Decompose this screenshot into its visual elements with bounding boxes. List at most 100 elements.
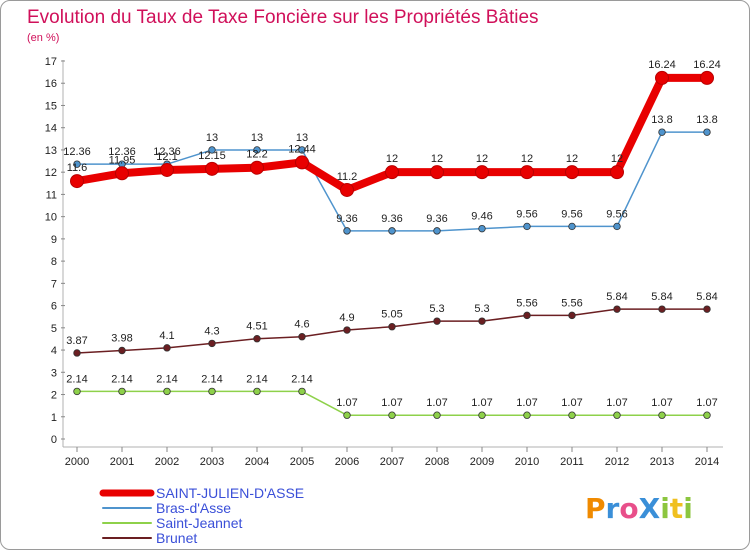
logo-letter: P [585, 492, 606, 525]
x-tick-label: 2011 [560, 456, 584, 468]
data-point [343, 411, 351, 419]
x-tick-label: 2002 [155, 456, 179, 468]
data-point [205, 161, 219, 176]
data-point [523, 311, 531, 320]
data-label: 12.44 [288, 143, 316, 155]
data-label: 9.56 [516, 208, 537, 220]
legend-item: Brunet [102, 530, 197, 546]
data-point [253, 146, 261, 154]
chart-subtitle: (en %) [27, 32, 59, 44]
data-label: 5.56 [516, 297, 537, 309]
data-label: 13 [206, 132, 218, 144]
x-tick-label: 2003 [200, 456, 224, 468]
data-label: 16.24 [693, 59, 721, 71]
data-label: 4.3 [204, 325, 219, 337]
data-label: 1.07 [426, 397, 447, 409]
data-point [163, 387, 171, 396]
data-label: 12 [566, 153, 578, 165]
data-point [250, 160, 264, 175]
data-label: 12 [611, 153, 623, 165]
data-point [385, 165, 399, 180]
y-tick-label: 13 [45, 145, 57, 157]
y-tick-label: 9 [51, 234, 57, 246]
logo-letter: i [683, 492, 693, 525]
legend-item: SAINT-JULIEN-D'ASSE [99, 485, 304, 501]
data-point [208, 339, 216, 348]
data-point [523, 411, 531, 419]
data-point [523, 222, 531, 231]
data-label: 12.1 [156, 151, 177, 163]
data-point [658, 128, 666, 136]
logo-text: ProXiti [585, 492, 693, 525]
data-point [433, 411, 441, 419]
y-tick-label: 6 [51, 301, 57, 313]
data-label: 1.07 [381, 397, 402, 409]
legend-label: Bras-d'Asse [156, 500, 231, 516]
data-label: 16.24 [648, 59, 676, 71]
data-point [433, 317, 441, 325]
data-label: 12.36 [153, 146, 181, 158]
data-point [208, 146, 216, 154]
data-point [478, 317, 486, 325]
data-point [703, 128, 711, 136]
y-tick-label: 8 [51, 256, 57, 268]
logo-letter: r [606, 492, 620, 525]
x-tick-label: 2013 [650, 456, 674, 468]
data-point [388, 411, 396, 419]
data-label: 5.05 [381, 309, 402, 321]
data-label: 13.8 [651, 114, 672, 126]
x-tick-label: 2000 [65, 456, 89, 468]
data-label: 2.14 [156, 373, 177, 385]
data-label: 1.07 [561, 397, 582, 409]
data-point [655, 70, 669, 85]
data-point [73, 160, 81, 168]
data-label: 11.2 [337, 171, 358, 183]
proxiti-logo: ProXiti [585, 492, 693, 525]
data-label: 5.84 [606, 291, 627, 303]
data-label: 2.14 [201, 373, 222, 385]
series-0: 11.6 11.95 12.1 12.15 12.2 12.44 11.2 12 12 12 12 1… [67, 59, 721, 197]
data-point [430, 165, 444, 180]
data-label: 12 [386, 153, 398, 165]
x-tick-label: 2014 [695, 456, 719, 468]
data-label: 5.84 [651, 291, 672, 303]
y-tick-label: 3 [51, 367, 57, 379]
x-tick-label: 2004 [245, 456, 269, 468]
x-tick-label: 2008 [425, 456, 449, 468]
x-tick-label: 2010 [515, 456, 539, 468]
data-label: 12.2 [246, 149, 267, 161]
data-point [253, 387, 261, 396]
data-point [70, 174, 84, 189]
chart-title: Evolution du Taux de Taxe Foncière sur l… [27, 7, 539, 28]
logo-letter: i [660, 492, 670, 525]
data-label: 9.36 [426, 213, 447, 225]
data-point [610, 165, 624, 180]
data-point [118, 346, 126, 355]
y-tick-label: 17 [45, 56, 57, 68]
data-label: 12 [476, 153, 488, 165]
data-point [298, 146, 306, 154]
data-point [613, 305, 621, 313]
legend: SAINT-JULIEN-D'ASSEBras-d'AsseSaint-Jean… [99, 485, 304, 546]
y-tick-label: 10 [45, 212, 57, 224]
y-tick-label: 4 [51, 345, 57, 357]
logo-letter: X [639, 492, 661, 525]
data-label: 4.1 [159, 330, 174, 342]
data-label: 1.07 [651, 397, 672, 409]
data-point [658, 305, 666, 313]
legend-label: Brunet [156, 530, 197, 546]
y-tick-label: 7 [51, 278, 57, 290]
data-label: 5.3 [429, 303, 444, 315]
data-point [568, 411, 576, 419]
legend-item: Saint-Jeannet [102, 515, 243, 531]
data-label: 13.8 [696, 114, 717, 126]
y-tick-label: 5 [51, 323, 57, 335]
data-label: 9.36 [336, 213, 357, 225]
series-3: 3.87 3.98 4.1 4.3 4.51 4.6 4.9 5.05 5.3 5.3 5.56 5.… [66, 291, 718, 357]
data-point [568, 222, 576, 231]
data-label: 9.56 [561, 208, 582, 220]
legend-label: Saint-Jeannet [156, 515, 243, 531]
data-point [568, 311, 576, 320]
